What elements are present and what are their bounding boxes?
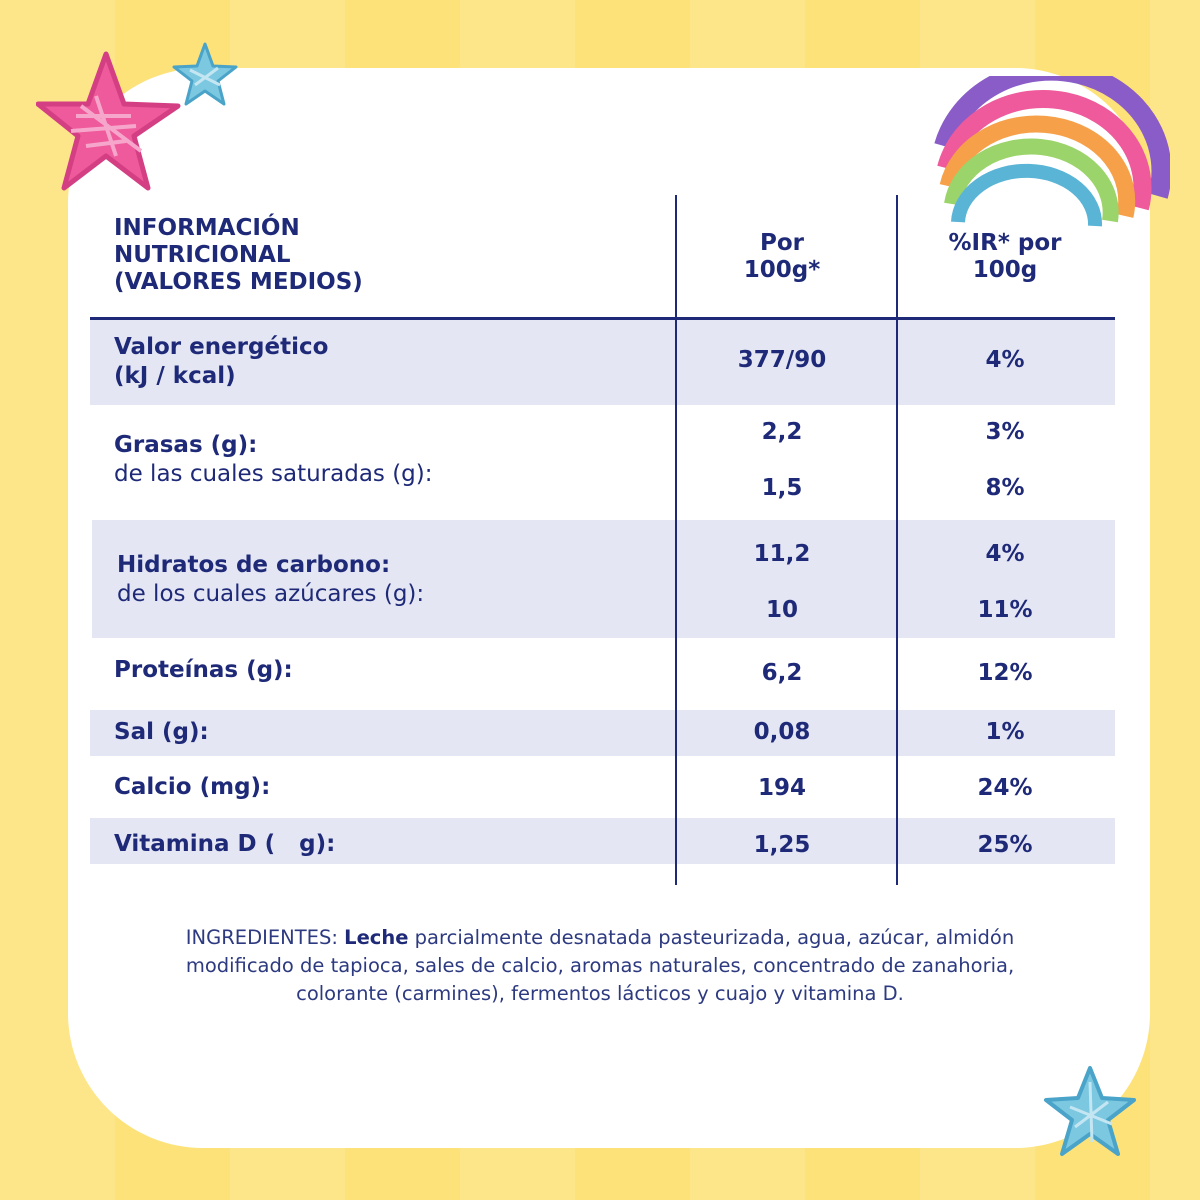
row-energy-ir: 4%	[985, 347, 1025, 373]
row-energy-label: Valor energético (kJ / kcal)	[114, 334, 329, 389]
blue-star-icon	[1044, 1066, 1136, 1156]
ingredients-prefix: INGREDIENTES:	[185, 926, 345, 949]
ingredients-text: INGREDIENTES: Leche parcialmente desnata…	[160, 924, 1040, 1008]
row-protein-ir: 12%	[977, 660, 1033, 686]
row-fat-per100: 2,2	[761, 419, 803, 445]
header-divider	[90, 317, 1115, 320]
row-carbs-ir: 4%	[985, 541, 1025, 567]
row-saturated-per100: 1,5	[761, 475, 803, 501]
column-header-ir: %IR* por 100g	[948, 230, 1062, 283]
rainbow-icon	[934, 76, 1170, 227]
row-saturated-ir: 8%	[985, 475, 1025, 501]
row-vitamin-d-ir: 25%	[977, 832, 1033, 858]
row-vitamin-d-per100: 1,25	[753, 832, 811, 858]
band-salt	[90, 710, 1115, 756]
column-header-per100: Por 100g*	[743, 230, 821, 283]
band-energy	[90, 320, 1115, 405]
row-sugars-ir: 11%	[977, 597, 1033, 623]
row-vitamin-d-label: Vitamina D ( g):	[114, 831, 336, 857]
ingredients-rest: parcialmente desnatada pasteurizada, agu…	[185, 926, 1015, 1005]
column-divider-1	[675, 195, 677, 885]
blue-star-icon	[172, 42, 238, 106]
row-protein-per100: 6,2	[761, 660, 803, 686]
row-calcium-label: Calcio (mg):	[114, 774, 271, 800]
row-energy-per100: 377/90	[737, 347, 827, 373]
row-carbs-label: Hidratos de carbono: de los cuales azúca…	[117, 552, 425, 607]
row-protein-label: Proteínas (g):	[114, 657, 293, 683]
band-carbs	[92, 520, 1115, 638]
table-title: INFORMACIÓN NUTRICIONAL (VALORES MEDIOS)	[114, 215, 363, 295]
row-carbs-per100: 11,2	[753, 541, 811, 567]
ingredients-bold: Leche	[344, 926, 409, 949]
row-salt-label: Sal (g):	[114, 719, 209, 745]
row-salt-ir: 1%	[985, 719, 1025, 745]
row-salt-per100: 0,08	[753, 719, 811, 745]
band-vitamin	[90, 818, 1115, 864]
row-calcium-ir: 24%	[977, 775, 1033, 801]
column-divider-2	[896, 195, 898, 885]
row-fat-label: Grasas (g): de las cuales saturadas (g):	[114, 432, 433, 487]
row-calcium-per100: 194	[757, 775, 806, 801]
pink-star-icon	[36, 51, 181, 191]
row-sugars-per100: 10	[765, 597, 798, 623]
row-fat-ir: 3%	[985, 419, 1025, 445]
